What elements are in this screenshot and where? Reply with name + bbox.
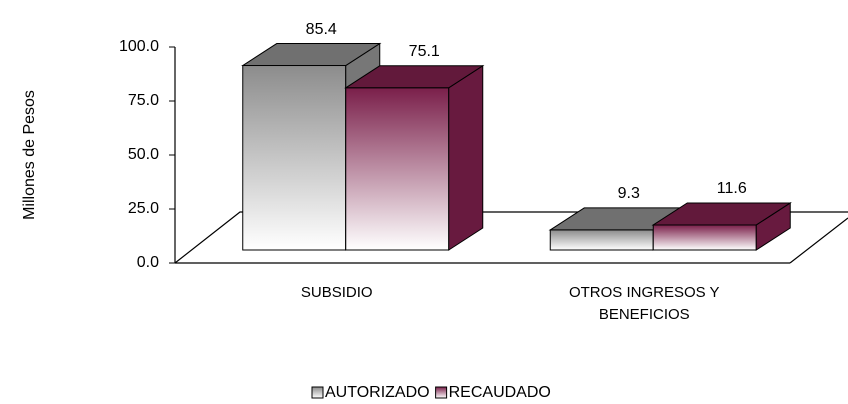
y-tick-label: 25.0 <box>128 200 159 217</box>
value-label: 9.3 <box>618 185 640 202</box>
legend-label: RECAUDADO <box>449 384 551 401</box>
x-tick-label: OTROS INGRESOS Y BENEFICIOS <box>568 284 720 323</box>
bar-side <box>448 64 484 251</box>
legend-swatch <box>435 386 448 399</box>
y-axis-title: Millones de Pesos <box>21 90 38 220</box>
y-tick-label: 75.0 <box>128 92 159 109</box>
bar <box>345 87 450 251</box>
y-tick-label: 50.0 <box>128 146 159 163</box>
bar-top <box>651 202 792 226</box>
value-label: 75.1 <box>409 43 440 60</box>
bar <box>549 229 654 251</box>
y-tick-label: 0.0 <box>137 254 159 271</box>
bar <box>652 224 757 251</box>
value-label: 11.6 <box>717 180 747 197</box>
bar-top <box>241 43 382 67</box>
value-label: 85.4 <box>306 21 337 38</box>
x-tick-label: SUBSIDIO <box>300 284 373 301</box>
y-tick-label: 100.0 <box>119 38 159 55</box>
bar <box>242 65 347 251</box>
legend-swatch <box>311 386 324 399</box>
legend-label: AUTORIZADO <box>325 384 430 401</box>
bar-top <box>344 65 485 89</box>
